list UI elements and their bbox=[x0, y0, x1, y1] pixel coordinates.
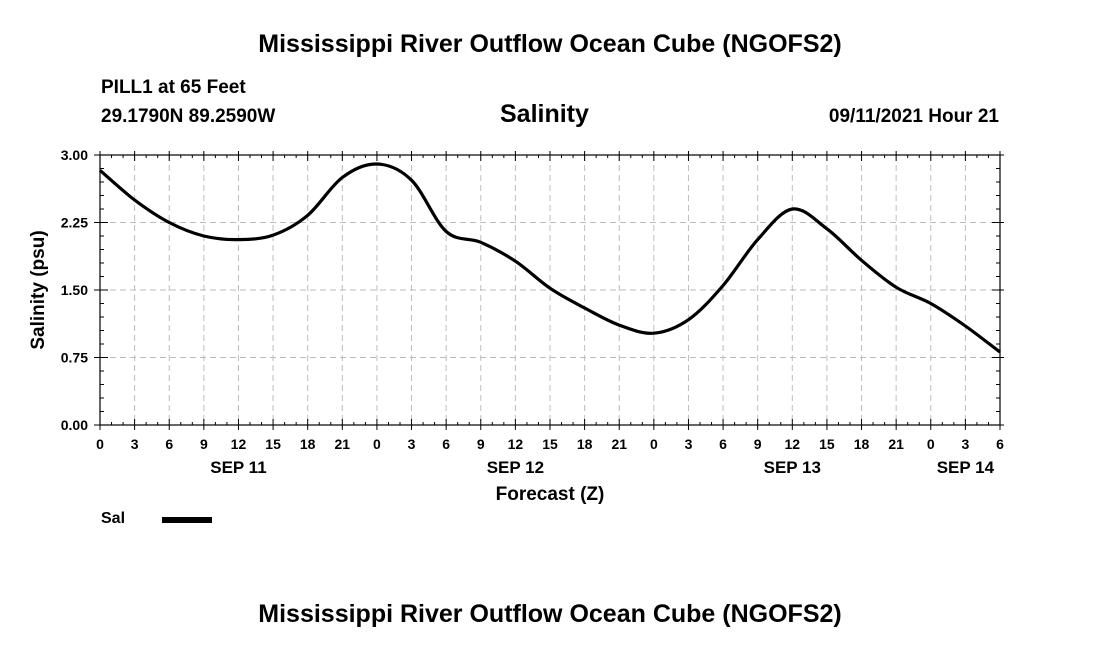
y-tick-label: 0.75 bbox=[61, 350, 88, 366]
x-tick-label: 18 bbox=[854, 436, 870, 452]
forecast-datetime: 09/11/2021 Hour 21 bbox=[828, 106, 999, 127]
x-tick-label: 15 bbox=[542, 436, 558, 452]
y-tick-label: 3.00 bbox=[61, 147, 88, 163]
x-tick-label: 3 bbox=[961, 436, 969, 452]
x-tick-label: 21 bbox=[335, 436, 351, 452]
x-tick-label: 9 bbox=[200, 436, 208, 452]
x-tick-label: 6 bbox=[442, 436, 450, 452]
x-tick-label: 15 bbox=[265, 436, 281, 452]
plot-frame bbox=[99, 154, 1001, 426]
x-tick-label: 21 bbox=[888, 436, 904, 452]
station-label: PILL1 at 65 Feet bbox=[101, 77, 246, 98]
x-tick-label: 0 bbox=[927, 436, 935, 452]
x-tick-label: 18 bbox=[300, 436, 316, 452]
legend-label: Sal bbox=[101, 510, 126, 527]
x-tick-label: 21 bbox=[611, 436, 627, 452]
x-tick-label: 12 bbox=[231, 436, 247, 452]
x-tick-label: 0 bbox=[96, 436, 104, 452]
x-tick-label: 6 bbox=[996, 436, 1004, 452]
station-coordinates: 29.1790N 89.2590W bbox=[101, 106, 276, 127]
series-line-sal bbox=[98, 162, 1001, 354]
chart-title-top: Mississippi River Outflow Ocean Cube (NG… bbox=[258, 30, 842, 58]
y-tick-label: 0.00 bbox=[61, 417, 88, 433]
chart-title-bottom: Mississippi River Outflow Ocean Cube (NG… bbox=[258, 600, 842, 628]
x-axis-label: Forecast (Z) bbox=[496, 484, 605, 505]
date-label: SEP 12 bbox=[487, 458, 544, 477]
x-tick-label: 6 bbox=[165, 436, 173, 452]
chart-subtitle: Salinity bbox=[500, 100, 589, 128]
date-label: SEP 11 bbox=[210, 458, 266, 477]
x-tick-label: 9 bbox=[754, 436, 762, 452]
x-tick-label: 15 bbox=[819, 436, 835, 452]
y-axis-label: Salinity (psu) bbox=[28, 230, 49, 349]
date-label: SEP 14 bbox=[937, 458, 995, 477]
x-tick-label: 18 bbox=[577, 436, 593, 452]
x-tick-label: 12 bbox=[508, 436, 524, 452]
x-tick-label: 3 bbox=[131, 436, 139, 452]
x-tick-label: 0 bbox=[650, 436, 658, 452]
x-tick-label: 3 bbox=[685, 436, 693, 452]
x-tick-label: 3 bbox=[408, 436, 416, 452]
x-tick-label: 0 bbox=[373, 436, 381, 452]
date-label: SEP 13 bbox=[764, 458, 821, 477]
x-tick-label: 12 bbox=[785, 436, 801, 452]
y-tick-label: 1.50 bbox=[61, 282, 88, 298]
legend-swatch bbox=[162, 517, 212, 523]
x-tick-label: 6 bbox=[719, 436, 727, 452]
y-tick-label: 2.25 bbox=[61, 215, 88, 231]
x-tick-label: 9 bbox=[477, 436, 485, 452]
